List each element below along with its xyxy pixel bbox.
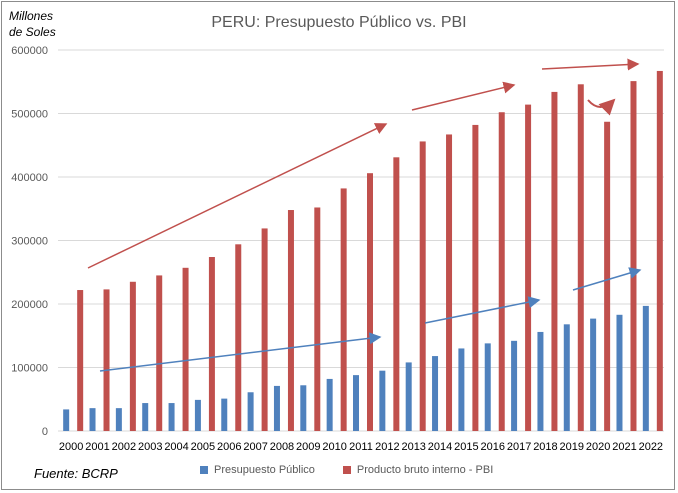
bar-presupuesto [511, 340, 518, 431]
bar-presupuesto [89, 408, 96, 431]
bar-pbi [287, 210, 294, 431]
x-tick-label: 2007 [243, 441, 267, 453]
bar-pbi [208, 257, 215, 431]
bar-presupuesto [484, 343, 491, 431]
y-tick-label: 200000 [11, 299, 48, 311]
bar-presupuesto [63, 409, 70, 431]
x-tick-label: 2011 [349, 441, 373, 453]
bar-pbi [525, 104, 532, 432]
bar-presupuesto [194, 399, 201, 431]
bar-pbi [235, 244, 242, 431]
bar-presupuesto [563, 324, 570, 431]
bar-pbi [604, 121, 611, 431]
bar-presupuesto [379, 370, 386, 431]
bar-presupuesto [590, 318, 597, 431]
bar-pbi [261, 228, 268, 431]
bar-presupuesto [221, 398, 228, 431]
bar-presupuesto [273, 385, 280, 431]
x-tick-label: 2010 [322, 441, 346, 453]
x-tick-label: 2001 [85, 441, 109, 453]
x-tick-label: 2005 [191, 441, 215, 453]
trend-arrow-pbi [87, 123, 388, 269]
x-tick-label: 2022 [639, 441, 663, 453]
bar-pbi [551, 91, 558, 431]
bar-presupuesto [353, 375, 359, 431]
bar-pbi [498, 112, 505, 431]
x-tick-label: 2002 [112, 441, 136, 453]
bar-presupuesto [247, 392, 254, 431]
dip-annotation-arrow [587, 98, 616, 116]
bar-presupuesto [432, 356, 439, 431]
trend-arrow-presupuesto [424, 296, 541, 324]
legend-swatch-presupuesto [200, 466, 208, 474]
y-tick-label: 0 [42, 426, 48, 438]
x-tick-label: 2013 [401, 441, 425, 453]
bar-pbi [103, 289, 110, 431]
x-tick-label: 2018 [533, 441, 557, 453]
trend-arrow-pbi [541, 58, 640, 71]
legend-label-presupuesto: Presupuesto Público [214, 464, 315, 476]
y-tick-label: 100000 [11, 363, 48, 375]
x-tick-label: 2003 [138, 441, 162, 453]
x-tick-label: 2004 [164, 441, 188, 453]
bar-presupuesto [115, 408, 122, 431]
bar-presupuesto [642, 305, 649, 431]
x-tick-label: 2021 [612, 441, 636, 453]
bar-pbi [367, 173, 373, 431]
x-tick-label: 2019 [560, 441, 584, 453]
bar-pbi [577, 84, 584, 431]
x-tick-label: 2008 [270, 441, 294, 453]
legend: Presupuesto Público Producto bruto inter… [200, 464, 493, 476]
bar-pbi [419, 141, 426, 431]
x-tick-label: 2017 [507, 441, 531, 453]
bar-presupuesto [168, 403, 175, 431]
bar-presupuesto [537, 331, 544, 431]
x-tick-label: 2009 [296, 441, 320, 453]
x-tick-label: 2016 [480, 441, 504, 453]
chart-title: PERU: Presupuesto Público vs. PBI [211, 14, 467, 31]
x-tick-label: 2006 [217, 441, 241, 453]
y-axis-unit-caption: Millones de Soles [9, 9, 56, 39]
bar-pbi [630, 81, 637, 432]
x-tick-label: 2012 [375, 441, 399, 453]
source-note: Fuente: BCRP [34, 466, 118, 481]
bar-pbi [129, 281, 136, 431]
bar-presupuesto [326, 378, 333, 431]
bar-pbi [314, 207, 321, 431]
legend-label-pbi: Producto bruto interno - PBI [356, 464, 494, 476]
bar-pbi [340, 188, 347, 431]
x-tick-label: 2020 [586, 441, 610, 453]
legend-item-pbi: Producto bruto interno - PBI [342, 464, 494, 476]
bar-pbi [446, 134, 453, 431]
bar-presupuesto [616, 314, 623, 431]
bar-presupuesto [300, 385, 307, 431]
bar-presupuesto [458, 348, 465, 431]
y-tick-label: 500000 [11, 109, 48, 121]
legend-item-presupuesto: Presupuesto Público [200, 464, 315, 476]
trend-arrow-pbi [411, 81, 516, 111]
bar-pbi [656, 70, 663, 431]
legend-swatch-pbi [342, 466, 351, 474]
bar-pbi [77, 290, 84, 431]
trend-arrow-presupuesto [572, 267, 642, 291]
bar-pbi [156, 275, 163, 431]
bar-presupuesto [405, 362, 412, 431]
y-tick-label: 300000 [11, 236, 48, 248]
x-tick-label: 2014 [428, 441, 452, 453]
x-tick-label: 2015 [454, 441, 478, 453]
bar-pbi [472, 124, 479, 432]
bar-pbi [393, 157, 400, 431]
bar-pbi [182, 267, 189, 431]
y-tick-label: 600000 [11, 45, 48, 57]
bar-presupuesto [142, 403, 149, 431]
y-tick-label: 400000 [11, 172, 48, 184]
trend-arrow-presupuesto [99, 332, 382, 372]
x-tick-label: 2000 [59, 441, 83, 453]
